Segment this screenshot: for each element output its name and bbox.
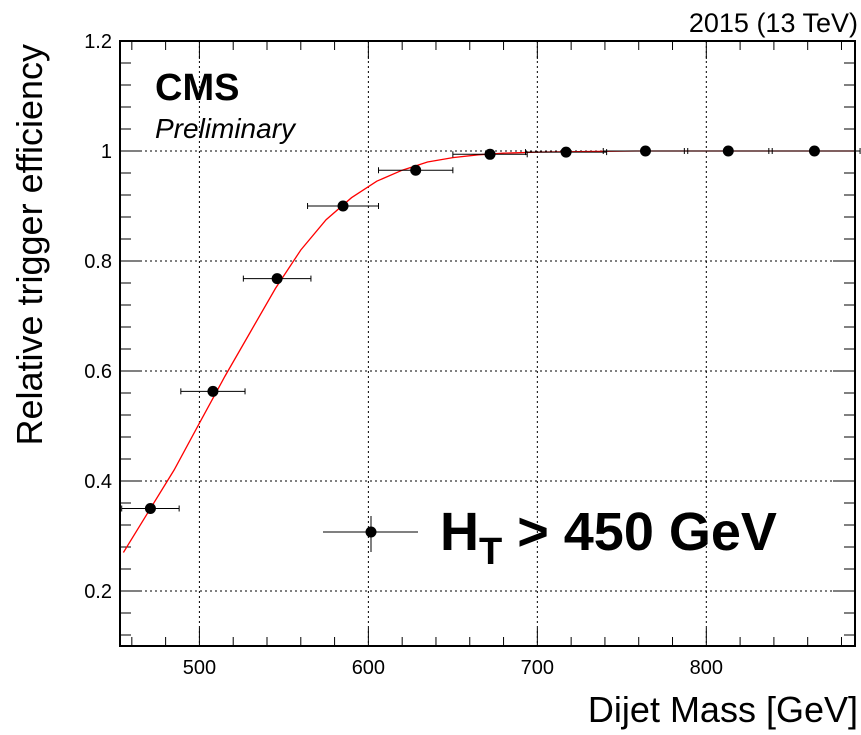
plot-frame: [119, 40, 856, 647]
y-tick-labels: 0.2 0.4 0.6 0.8 1 1.2: [84, 31, 112, 603]
y-tick-label: 1: [101, 141, 112, 163]
data-point: [144, 503, 156, 514]
data-point: [808, 145, 820, 157]
x-tick-label: 600: [352, 657, 385, 679]
data-point: [484, 148, 496, 160]
status-label: Preliminary: [155, 113, 297, 144]
data-point: [337, 200, 349, 212]
experiment-label: CMS: [155, 67, 239, 109]
y-tick-label: 0.2: [84, 581, 112, 603]
x-tick-label: 700: [521, 657, 554, 679]
data-point: [207, 385, 219, 397]
y-axis-title: Relative trigger efficiency: [9, 44, 50, 446]
axis-ticks: [120, 40, 855, 646]
x-tick-label: 800: [690, 657, 723, 679]
grid: [120, 41, 855, 646]
y-tick-label: 0.4: [84, 471, 112, 493]
y-tick-label: 1.2: [84, 31, 112, 53]
x-axis-title: Dijet Mass [GeV]: [588, 689, 858, 730]
data-point: [722, 145, 734, 157]
data-point: [639, 145, 651, 157]
x-tick-label: 500: [183, 657, 216, 679]
legend-label: HT > 450 GeV: [440, 502, 777, 573]
x-tick-labels: 500 600 700 800: [183, 657, 723, 679]
legend: HT > 450 GeV: [323, 502, 777, 573]
data-points-layer: [121, 145, 861, 514]
data-point: [410, 164, 422, 176]
fit-curve: [122, 150, 855, 553]
data-point: [271, 273, 283, 285]
data-point: [560, 146, 572, 158]
fit-curve-layer: [122, 150, 855, 553]
y-tick-label: 0.6: [84, 361, 112, 383]
y-tick-label: 0.8: [84, 251, 112, 273]
energy-label: 2015 (13 TeV): [689, 8, 858, 38]
legend-marker: [365, 526, 377, 538]
